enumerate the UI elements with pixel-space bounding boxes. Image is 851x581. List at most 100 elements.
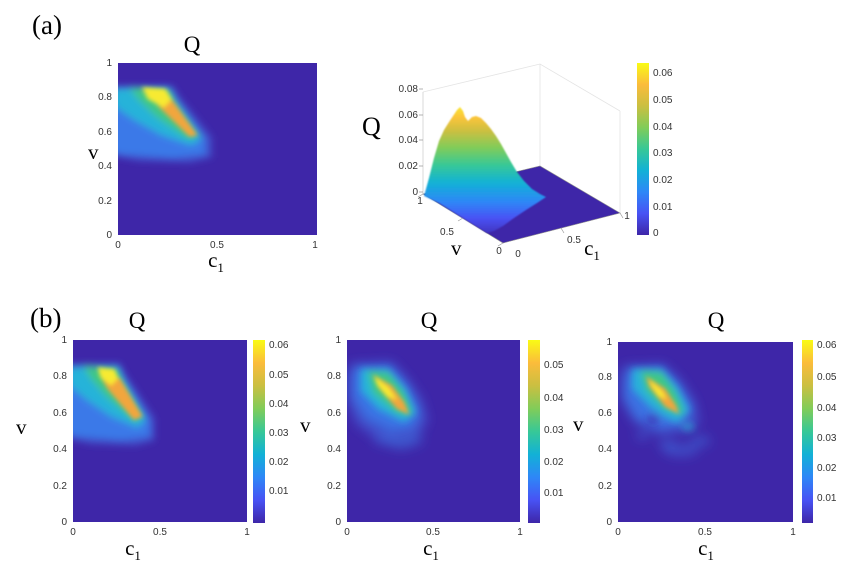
panel-b-label: (b): [30, 303, 62, 333]
q-hotspot-core: [646, 376, 680, 414]
colorbar-tick-label: 0.01: [269, 486, 289, 497]
y-tick-label: 1: [335, 335, 341, 346]
v-tick-label: 1: [417, 196, 423, 207]
z-axis-label: Q: [362, 112, 381, 141]
y-tick-label: 0.4: [598, 444, 612, 455]
x-axis-label: c1: [698, 536, 714, 564]
v-tick-label: 0.5: [440, 227, 454, 238]
x-tick-label: 0: [70, 527, 76, 538]
x-tick-label: 0.5: [698, 527, 712, 538]
colorbar-tick-label: 0.05: [269, 370, 289, 381]
x-tick-label: 0.5: [426, 527, 440, 538]
y-tick-label: 0.8: [98, 92, 112, 103]
y-tick-label: 0.2: [598, 481, 612, 492]
y-tick-label: 0.8: [53, 371, 67, 382]
q-hotspot-core: [372, 374, 410, 415]
z-tick-label: 0.04: [398, 135, 418, 146]
heatmap-a-image: [118, 63, 317, 235]
y-tick-label: 1: [61, 335, 67, 346]
x-tick-label: 1: [790, 527, 796, 538]
colorbar-tick-label: 0.05: [817, 372, 837, 383]
z-tick-label: 0.08: [398, 84, 418, 95]
y-tick-label: 0.4: [53, 444, 67, 455]
c1-axis-label: c1: [584, 236, 600, 264]
y-tick-label: 0.6: [98, 127, 112, 138]
y-tick-label: 0: [106, 230, 112, 241]
y-tick-label: 0: [606, 517, 612, 528]
x-tick-label: 1: [312, 240, 318, 251]
y-axis-label: v: [16, 415, 27, 439]
colorbar-tick-label: 0.02: [817, 463, 837, 474]
x-tick-label: 0: [615, 527, 621, 538]
surface3d-plot: [417, 63, 624, 247]
heatmap-b1-image: [73, 340, 247, 522]
colorbar-tick-label: 0.02: [653, 175, 673, 186]
x-tick-label: 0.5: [210, 240, 224, 251]
plot-title: Q: [183, 32, 201, 57]
colorbar-tick-label: 0.06: [653, 68, 673, 79]
plot-title: Q: [707, 308, 725, 333]
colorbar-tick-label: 0.01: [817, 493, 837, 504]
y-tick-label: 0.6: [598, 408, 612, 419]
y-axis-label: v: [573, 412, 584, 436]
y-tick-label: 0.6: [327, 408, 341, 419]
colorbar-tick-label: 0: [653, 228, 659, 239]
colorbar-tick-label: 0.03: [653, 148, 673, 159]
y-tick-label: 0.2: [53, 481, 67, 492]
c1-tick-label: 1: [624, 211, 630, 222]
q-hotspot-core: [141, 87, 198, 137]
x-tick-label: 1: [244, 527, 250, 538]
colorbar-tick-label: 0.06: [817, 340, 837, 351]
y-axis-label: v: [88, 140, 99, 164]
colorbar-tick-label: 0.05: [653, 95, 673, 106]
v-axis-label: v: [451, 236, 462, 260]
y-tick-label: 0.4: [98, 161, 112, 172]
y-tick-label: 0.8: [327, 371, 341, 382]
colorbar-tick-label: 0.03: [544, 425, 564, 436]
colorbar-tick-label: 0.04: [817, 403, 837, 414]
y-tick-label: 1: [106, 58, 112, 69]
x-tick-label: 0.5: [153, 527, 167, 538]
plot-box-walls: [422, 63, 621, 213]
y-tick-label: 0.4: [327, 444, 341, 455]
heatmap-b2-image: [347, 340, 520, 522]
x-axis-label: c1: [208, 248, 224, 276]
xy-tick-marks: [417, 193, 624, 247]
colorbar-tick-label: 0.01: [653, 202, 673, 213]
c1-tick-label: 0: [515, 249, 521, 260]
z-tick-label: 0: [412, 187, 418, 198]
y-tick-label: 1: [606, 337, 612, 348]
q-hotspot-core: [97, 367, 143, 421]
z-tick-marks: [419, 88, 423, 193]
x-tick-label: 0: [344, 527, 350, 538]
y-tick-label: 0: [61, 517, 67, 528]
y-tick-label: 0.6: [53, 408, 67, 419]
colorbar-tick-label: 0.05: [544, 360, 564, 371]
plot-title: Q: [128, 308, 146, 333]
colorbar-tick-label: 0.04: [544, 393, 564, 404]
colorbar-tick-label: 0.06: [269, 340, 289, 351]
surface-mountain: [424, 107, 546, 233]
y-tick-label: 0.2: [98, 196, 112, 207]
colorbar-b1: [253, 340, 265, 523]
heatmap-b3-image: [618, 342, 793, 522]
y-tick-label: 0.2: [327, 481, 341, 492]
y-axis-label: v: [300, 413, 311, 437]
c1-tick-label: 0.5: [567, 235, 581, 246]
colorbar-b2: [528, 340, 540, 523]
x-axis-label: c1: [423, 536, 439, 564]
x-tick-label: 0: [115, 240, 121, 251]
x-axis-label: c1: [125, 536, 141, 564]
x-tick-label: 1: [517, 527, 523, 538]
colorbar-tick-label: 0.02: [269, 457, 289, 468]
q-hotspot-outer: [118, 85, 212, 163]
colorbar-tick-label: 0.03: [269, 428, 289, 439]
colorbar-tick-label: 0.02: [544, 457, 564, 468]
colorbar-tick-label: 0.04: [269, 399, 289, 410]
y-tick-label: 0: [335, 517, 341, 528]
colorbar-tick-label: 0.03: [817, 433, 837, 444]
z-tick-label: 0.06: [398, 110, 418, 121]
colorbar-tick-label: 0.01: [544, 488, 564, 499]
colorbar-a: [637, 63, 649, 235]
